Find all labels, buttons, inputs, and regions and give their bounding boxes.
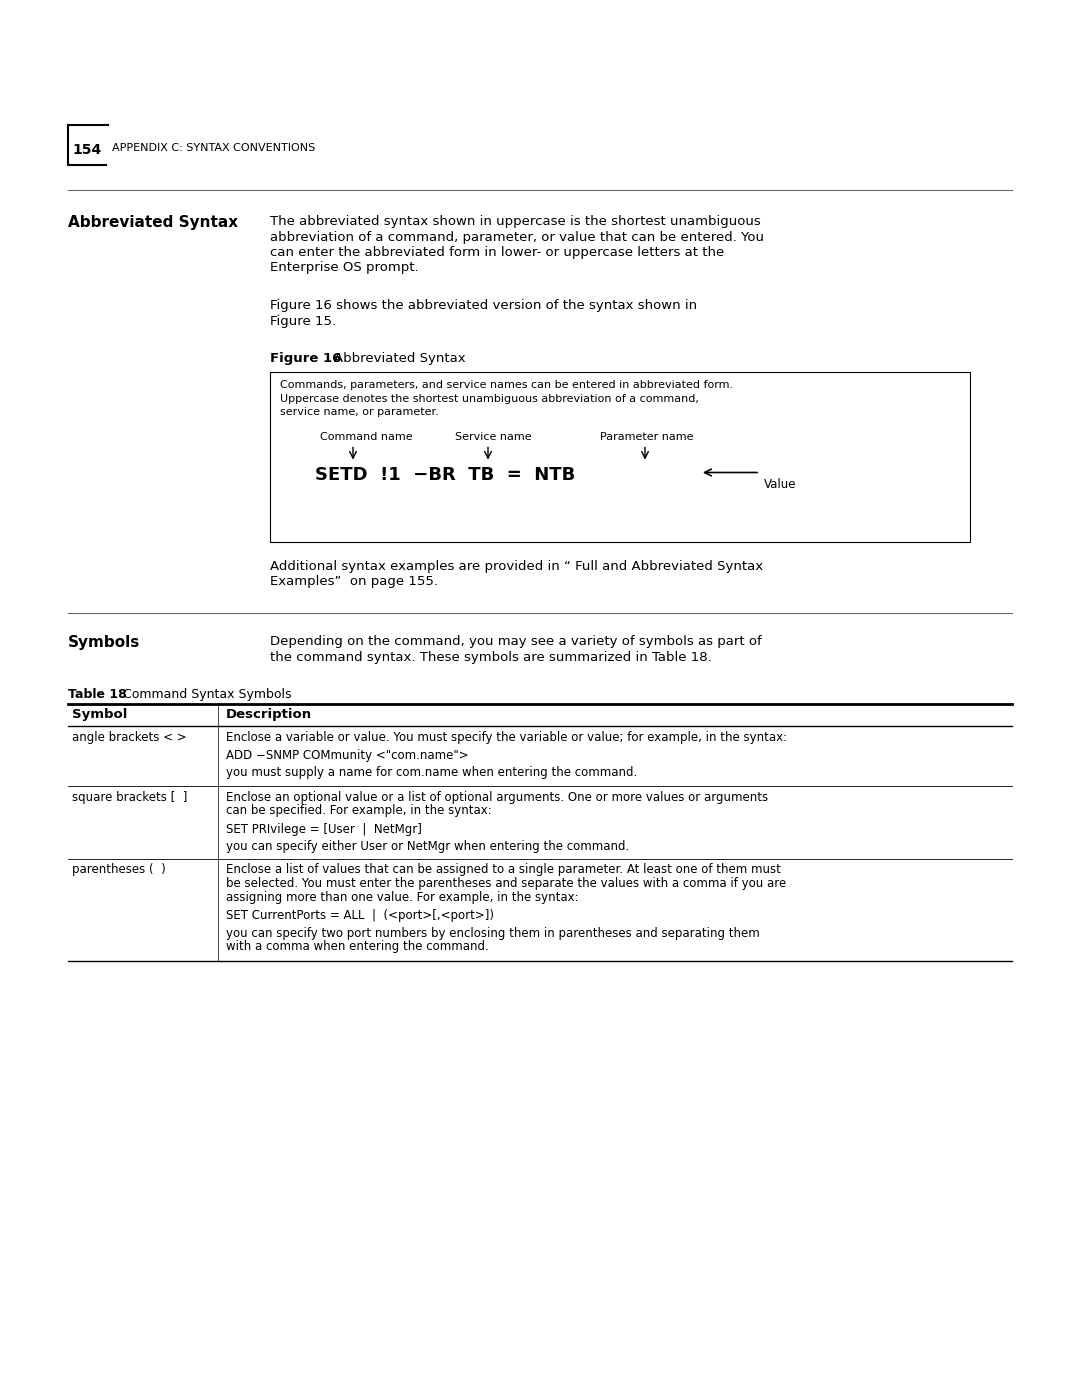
Text: square brackets [  ]: square brackets [ ] bbox=[72, 791, 187, 803]
Text: Enclose an optional value or a list of optional arguments. One or more values or: Enclose an optional value or a list of o… bbox=[226, 791, 768, 803]
Text: Abbreviated Syntax: Abbreviated Syntax bbox=[68, 215, 238, 231]
Text: Command name: Command name bbox=[320, 433, 413, 443]
Text: Figure 16: Figure 16 bbox=[270, 352, 341, 365]
Text: Description: Description bbox=[226, 708, 312, 721]
Text: Figure 15.: Figure 15. bbox=[270, 314, 336, 327]
Text: Additional syntax examples are provided in “ Full and Abbreviated Syntax: Additional syntax examples are provided … bbox=[270, 560, 764, 573]
Text: 154: 154 bbox=[72, 142, 102, 156]
Text: SET CurrentPorts = ALL  |  (<port>[,<port>]): SET CurrentPorts = ALL | (<port>[,<port>… bbox=[226, 909, 494, 922]
Text: angle brackets < >: angle brackets < > bbox=[72, 731, 187, 745]
Text: Symbols: Symbols bbox=[68, 636, 140, 650]
Text: Abbreviated Syntax: Abbreviated Syntax bbox=[334, 352, 465, 365]
Text: Enclose a variable or value. You must specify the variable or value; for example: Enclose a variable or value. You must sp… bbox=[226, 731, 787, 745]
Text: can enter the abbreviated form in lower- or uppercase letters at the: can enter the abbreviated form in lower-… bbox=[270, 246, 725, 258]
Text: Examples”  on page 155.: Examples” on page 155. bbox=[270, 576, 438, 588]
Text: Value: Value bbox=[764, 478, 797, 490]
Text: parentheses (  ): parentheses ( ) bbox=[72, 863, 165, 876]
Bar bbox=[270, 372, 970, 542]
Text: Service name: Service name bbox=[455, 433, 531, 443]
Text: assigning more than one value. For example, in the syntax:: assigning more than one value. For examp… bbox=[226, 890, 579, 904]
Text: with a comma when entering the command.: with a comma when entering the command. bbox=[226, 940, 489, 953]
Text: you must supply a name for com.name when entering the command.: you must supply a name for com.name when… bbox=[226, 766, 637, 780]
Text: Commands, parameters, and service names can be entered in abbreviated form.: Commands, parameters, and service names … bbox=[280, 380, 733, 390]
Text: APPENDIX C: SYNTAX CONVENTIONS: APPENDIX C: SYNTAX CONVENTIONS bbox=[112, 142, 315, 154]
Text: the command syntax. These symbols are summarized in Table 18.: the command syntax. These symbols are su… bbox=[270, 651, 712, 664]
Text: Figure 16 shows the abbreviated version of the syntax shown in: Figure 16 shows the abbreviated version … bbox=[270, 299, 697, 312]
Text: you can specify either User or NetMgr when entering the command.: you can specify either User or NetMgr wh… bbox=[226, 840, 630, 854]
Text: Table 18: Table 18 bbox=[68, 687, 126, 701]
Text: Enclose a list of values that can be assigned to a single parameter. At least on: Enclose a list of values that can be ass… bbox=[226, 863, 781, 876]
Text: Symbol: Symbol bbox=[72, 708, 127, 721]
Text: can be specified. For example, in the syntax:: can be specified. For example, in the sy… bbox=[226, 805, 491, 817]
Text: Command Syntax Symbols: Command Syntax Symbols bbox=[123, 687, 292, 701]
Text: abbreviation of a command, parameter, or value that can be entered. You: abbreviation of a command, parameter, or… bbox=[270, 231, 764, 243]
Text: Parameter name: Parameter name bbox=[600, 433, 693, 443]
Text: you can specify two port numbers by enclosing them in parentheses and separating: you can specify two port numbers by encl… bbox=[226, 926, 759, 940]
Text: ADD −SNMP COMmunity <"com.name">: ADD −SNMP COMmunity <"com.name"> bbox=[226, 749, 469, 761]
Text: Enterprise OS prompt.: Enterprise OS prompt. bbox=[270, 261, 419, 274]
Text: SETD  !1  −BR  TB  =  NTB: SETD !1 −BR TB = NTB bbox=[315, 467, 576, 485]
Text: be selected. You must enter the parentheses and separate the values with a comma: be selected. You must enter the parenthe… bbox=[226, 877, 786, 890]
Text: Depending on the command, you may see a variety of symbols as part of: Depending on the command, you may see a … bbox=[270, 636, 761, 648]
Text: The abbreviated syntax shown in uppercase is the shortest unambiguous: The abbreviated syntax shown in uppercas… bbox=[270, 215, 760, 228]
Text: SET PRIvilege = [User  |  NetMgr]: SET PRIvilege = [User | NetMgr] bbox=[226, 823, 422, 835]
Text: service name, or parameter.: service name, or parameter. bbox=[280, 407, 438, 416]
Text: Uppercase denotes the shortest unambiguous abbreviation of a command,: Uppercase denotes the shortest unambiguo… bbox=[280, 394, 699, 404]
